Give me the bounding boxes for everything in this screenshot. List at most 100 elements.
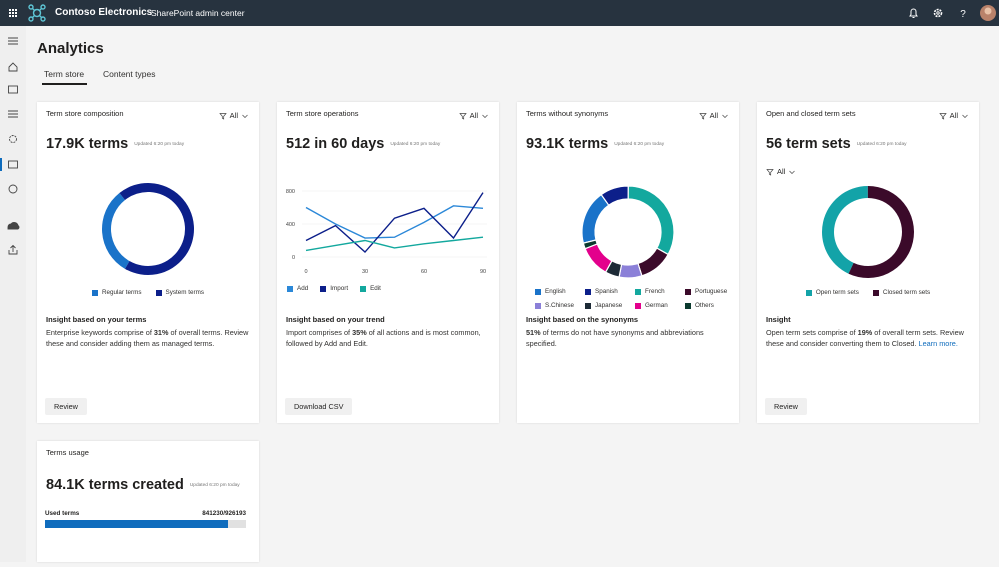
- legend-swatch: [635, 288, 641, 295]
- legend-swatch: [535, 302, 541, 309]
- insight-segment: 31%: [153, 328, 169, 337]
- metric: 17.9K terms Updated 6:20 pm today: [46, 136, 184, 152]
- metric: 56 term sets Updated 6:20 pm today: [766, 136, 907, 152]
- insight-text: Enterprise keywords comprise of 31% of o…: [46, 327, 254, 349]
- chevron-icon: [482, 114, 488, 118]
- tab[interactable]: Term store: [44, 69, 85, 79]
- x-tick-label: 0: [304, 269, 307, 275]
- legend: Open term sets Closed term sets: [757, 289, 979, 296]
- button[interactable]: Review: [45, 398, 87, 415]
- insight-text: 51% of terms do not have synonyms and ab…: [526, 327, 734, 349]
- filter-label: All: [949, 111, 958, 120]
- card: Term store operations All 512 in 60 days Up…: [277, 102, 499, 423]
- content-icon[interactable]: [8, 160, 18, 169]
- legend-swatch: [685, 302, 691, 309]
- card-title: Open and closed term sets: [766, 109, 856, 118]
- legend-swatch: [320, 285, 327, 292]
- home-icon[interactable]: [8, 62, 18, 72]
- legend-swatch: [805, 289, 812, 296]
- filter-icon: [766, 168, 774, 176]
- metric-value: 512 in 60 days: [286, 136, 385, 152]
- filter-label: All: [777, 167, 786, 176]
- legend-label: French: [645, 288, 665, 295]
- legend-swatch: [585, 302, 591, 309]
- bell-icon[interactable]: [909, 8, 918, 18]
- legend-swatch: [685, 288, 691, 295]
- legend-label: Regular terms: [101, 289, 142, 296]
- legend: Regular terms System terms: [37, 289, 259, 296]
- card: Term store composition All 17.9K terms Upda…: [37, 102, 259, 423]
- legend-item: Spanish: [585, 288, 635, 295]
- share-icon[interactable]: [8, 244, 18, 255]
- bar-label: Used terms: [45, 510, 80, 517]
- legend-item: Portuguese: [685, 288, 735, 295]
- donut-segment: [627, 185, 675, 256]
- legend-swatch: [360, 285, 367, 292]
- filter[interactable]: All: [218, 111, 249, 120]
- funnel: [218, 112, 227, 120]
- sites-icon[interactable]: [8, 85, 18, 94]
- metric-value: 56 term sets: [766, 136, 851, 152]
- metric: 93.1K terms Updated 6:20 pm today: [526, 136, 664, 152]
- filter-icon: [458, 112, 467, 120]
- legend: Add Import Edit: [287, 285, 509, 292]
- button[interactable]: Download CSV: [285, 398, 353, 415]
- settings-nav-icon[interactable]: [9, 135, 17, 143]
- chart: [581, 185, 675, 279]
- chevron: [242, 114, 248, 118]
- chart: [101, 183, 194, 275]
- nav-rail: [0, 26, 26, 562]
- insight-segment: 19%: [857, 328, 873, 337]
- legend-item: Japanese: [585, 302, 635, 309]
- progress-track: [45, 520, 246, 528]
- line-series: [305, 236, 484, 252]
- progress-fill: [45, 520, 228, 528]
- filter-label: All: [709, 111, 718, 120]
- filter[interactable]: All: [766, 167, 796, 176]
- donut-segment: [822, 186, 868, 274]
- cloud-icon[interactable]: [7, 222, 20, 230]
- count-label: 841230/926193: [202, 510, 246, 517]
- legend-item: Others: [685, 302, 735, 309]
- x-tick-label: 60: [421, 269, 427, 275]
- filter[interactable]: All: [698, 111, 729, 120]
- x-tick-label: 30: [362, 269, 368, 275]
- insight-segment: of overall terms. Review these and consi…: [46, 328, 249, 348]
- card-title: Term store operations: [286, 109, 359, 118]
- legend-swatch: [635, 302, 641, 309]
- legend-item: German: [635, 302, 685, 309]
- updated-time: Updated 6:20 pm today: [390, 141, 441, 147]
- legend-label: Spanish: [595, 288, 618, 295]
- legend-swatch: [287, 285, 293, 292]
- y-tick-label: 400: [286, 222, 295, 228]
- legend-item: Add: [287, 285, 308, 292]
- insight-title: Insight: [766, 315, 791, 324]
- legend-swatch: [585, 288, 591, 295]
- learn-more-link[interactable]: Learn more.: [918, 339, 958, 348]
- filter[interactable]: All: [938, 111, 969, 120]
- policies-icon[interactable]: [8, 110, 18, 118]
- funnel: [766, 168, 774, 176]
- settings-icon[interactable]: [933, 8, 943, 18]
- legend-item: Closed term sets: [872, 289, 930, 296]
- legend-item: Import: [320, 285, 348, 292]
- legend-swatch: [91, 289, 98, 296]
- migration-icon[interactable]: [8, 184, 18, 194]
- selected-indicator: [0, 158, 2, 171]
- insight-segment: 35%: [352, 328, 367, 337]
- legend-item: Regular terms: [91, 289, 142, 296]
- menu-icon[interactable]: [8, 37, 18, 45]
- help-icon[interactable]: ?: [960, 9, 966, 20]
- insight-segment: 51%: [526, 328, 541, 337]
- insight-text: Open term sets comprise of 19% of overal…: [766, 327, 974, 349]
- chevron-icon: [789, 170, 796, 174]
- legend-item: French: [635, 288, 685, 295]
- card: Open and closed term sets All 56 term sets…: [757, 102, 979, 423]
- app-launcher[interactable]: [9, 9, 17, 17]
- filter[interactable]: All: [458, 111, 489, 120]
- tab[interactable]: Content types: [103, 69, 156, 79]
- donut-segment: [848, 186, 914, 278]
- button[interactable]: Review: [765, 398, 807, 415]
- funnel: [938, 112, 947, 120]
